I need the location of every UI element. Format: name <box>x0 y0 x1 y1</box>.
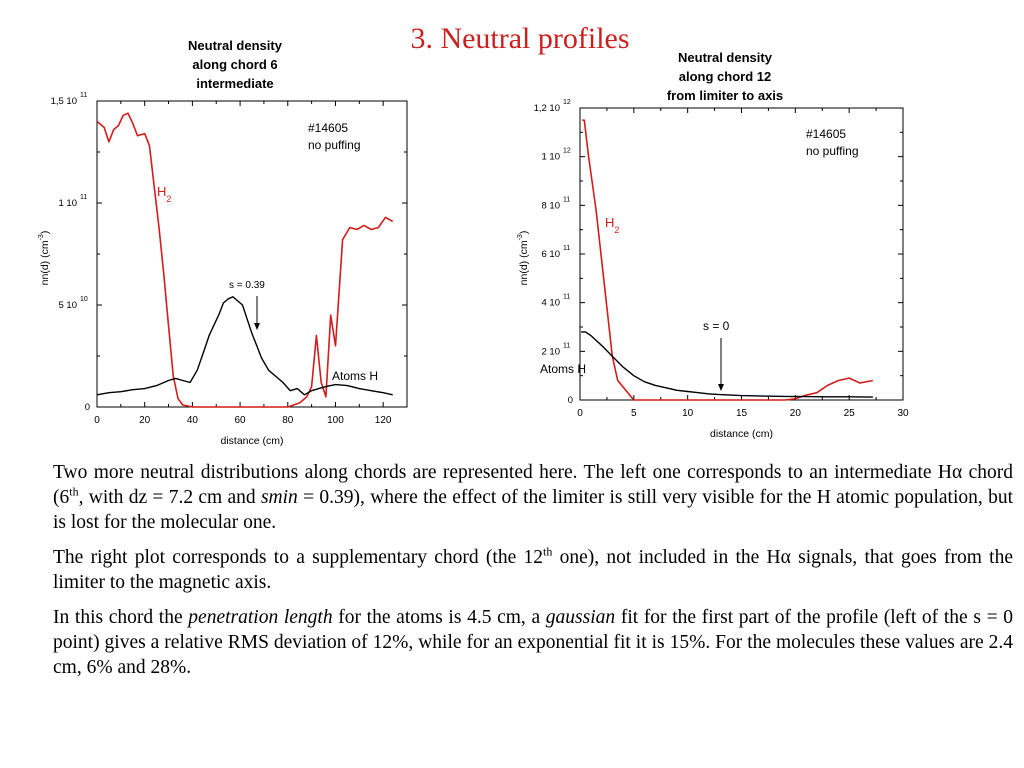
chart-1-ytick-label: 1 10 <box>59 198 78 209</box>
paragraph-1: Two more neutral distributions along cho… <box>53 460 1013 535</box>
alpha-symbol: α <box>780 547 791 568</box>
chart-2-title-line: Neutral density <box>678 50 772 65</box>
chart-2-ytick-exponent: 11 <box>563 294 570 301</box>
chart-2-puffing-label: no puffing <box>806 144 859 158</box>
text-run: Two more neutral distributions along cho… <box>53 462 952 483</box>
chart-1-xtick-label: 0 <box>94 415 100 426</box>
chart-1-shot-label: #14605 <box>308 121 348 135</box>
text-run: for the atoms is 4.5 cm, a <box>332 607 546 628</box>
superscript: th <box>69 484 79 499</box>
chart-2-h2-label: H2 <box>605 215 619 235</box>
text-run: one), not included in the H <box>552 547 781 568</box>
chart-2-xtick-label: 15 <box>736 408 748 419</box>
chart-1-xtick-label: 20 <box>139 415 151 426</box>
chart-1-h2-label: H2 <box>157 184 171 204</box>
chart-1-title-line: Neutral density <box>188 38 282 53</box>
chart-2-xtick-label: 0 <box>577 408 583 419</box>
chart-1-xtick-label: 40 <box>187 415 199 426</box>
chart-2-xtick-label: 30 <box>897 408 909 419</box>
chart-2-title: Neutral density along chord 12 from limi… <box>640 48 810 105</box>
chart-2-series-atoms-line <box>581 331 873 398</box>
alpha-symbol: α <box>951 462 963 483</box>
chart-2-ytick-label: 2 10 <box>542 346 561 357</box>
chart-2-shot-label: #14605 <box>806 127 846 141</box>
chart-1-atoms-label: Atoms H <box>332 369 378 383</box>
chart-1-title: Neutral density along chord 6 intermedia… <box>160 36 310 93</box>
chart-2-ytick-exponent: 12 <box>563 148 571 155</box>
text-run: = 0.39), where the effect of the limiter… <box>53 487 1013 533</box>
chart-2-ytick-label: 4 10 <box>542 298 561 309</box>
chart-2-ytick-label: 1 10 <box>542 152 561 163</box>
chart-2-xtick-label: 20 <box>790 408 802 419</box>
chart-1-ytick-exponent: 10 <box>80 296 88 303</box>
chart-1-series-atoms-line <box>96 296 393 396</box>
text-run: fit for the first part of the profile (l… <box>53 607 1013 678</box>
slide-title: 3. Neutral profiles <box>410 22 630 55</box>
chart-1-ytick-label: 1,5 10 <box>51 96 77 107</box>
chart-2-s-label: s = 0 <box>703 319 730 333</box>
chart-1-xtick-label: 120 <box>375 415 392 426</box>
chart-2-ytick-label: 1,2 10 <box>534 103 560 114</box>
chart-2-xtick-label: 25 <box>844 408 856 419</box>
text-run: In this chord the <box>53 607 189 628</box>
chart-2-s-arrow-head <box>718 384 724 391</box>
chart-2-ytick-exponent: 11 <box>563 342 570 349</box>
chart-2-title-line: along chord 12 <box>678 69 772 84</box>
chart-1-ytick-label: 5 10 <box>59 300 78 311</box>
chart-1-series-h2-line <box>96 112 394 408</box>
gaussian-term: gaussian <box>545 607 616 628</box>
chart-1-s-arrow-head <box>254 323 260 330</box>
chart-1-ytick-label: 0 <box>85 402 90 413</box>
chart-1-xtick-label: 80 <box>282 415 294 426</box>
body-text: Two more neutral distributions along cho… <box>53 460 1013 690</box>
chart-2-ytick-exponent: 11 <box>563 245 570 252</box>
chart-1-frame <box>96 100 408 408</box>
text-run: , with dz = 7.2 cm and <box>78 487 261 508</box>
chart-1-xtick-label: 100 <box>327 415 344 426</box>
chart-2-xtick-label: 5 <box>631 408 637 419</box>
chart-2-ytick-label: 8 10 <box>542 200 561 211</box>
chart-2-xlabel: distance (cm) <box>710 428 773 440</box>
superscript: th <box>543 544 553 559</box>
text-run: signals, that goes from the limiter to t… <box>53 547 1013 593</box>
chart-2-ylabel: nn(d) (cm-3) <box>517 231 530 286</box>
chart-1-xtick-label: 60 <box>235 415 247 426</box>
chart-2-atoms-label: Atoms H <box>540 362 586 376</box>
text-run: The right plot corresponds to a suppleme… <box>53 547 543 568</box>
text-run: chord (6 <box>53 462 1013 508</box>
chart-1-ytick-exponent: 11 <box>80 92 87 99</box>
chart-1-puffing-label: no puffing <box>308 138 361 152</box>
chart-1-xlabel: distance (cm) <box>220 435 283 447</box>
chart-2-ytick-label: 6 10 <box>542 249 561 260</box>
chart-1-s-label: s = 0.39 <box>229 280 265 291</box>
chart-1-title-line: along chord 6 <box>192 57 278 72</box>
chart-2-ytick-exponent: 12 <box>563 99 571 106</box>
chart-1-ytick-exponent: 11 <box>80 194 87 201</box>
chart-2-series-h2-line <box>582 119 874 401</box>
smin-term: smin <box>260 487 298 508</box>
paragraph-2: The right plot corresponds to a suppleme… <box>53 545 1013 595</box>
chart-1-title-line: intermediate <box>196 76 274 91</box>
chart-2-xtick-label: 10 <box>682 408 694 419</box>
penetration-length-term: penetration length <box>188 607 333 628</box>
paragraph-3: In this chord the penetration length for… <box>53 605 1013 680</box>
chart-2-title-line: from limiter to axis <box>666 88 784 103</box>
chart-2-ytick-label: 0 <box>568 395 573 406</box>
chart-2-ytick-exponent: 11 <box>563 196 570 203</box>
chart-1-ylabel: nn(d) (cm-3) <box>38 231 51 286</box>
